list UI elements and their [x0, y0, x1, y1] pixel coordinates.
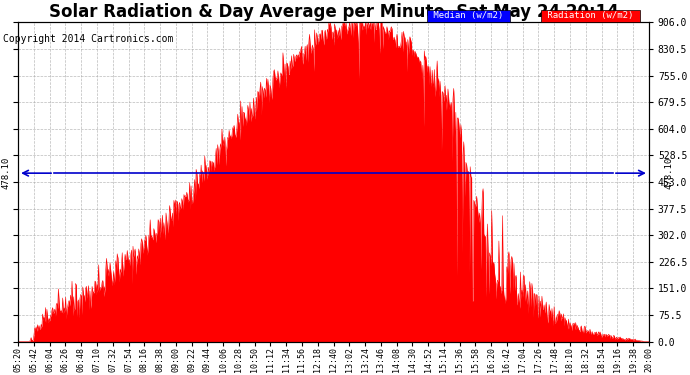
Text: Median (w/m2): Median (w/m2) [428, 12, 509, 21]
Text: 478.10: 478.10 [664, 157, 673, 189]
Text: Radiation (w/m2): Radiation (w/m2) [542, 12, 639, 21]
Title: Solar Radiation & Day Average per Minute  Sat May 24 20:14: Solar Radiation & Day Average per Minute… [48, 3, 618, 21]
Text: 478.10: 478.10 [1, 157, 10, 189]
Text: Copyright 2014 Cartronics.com: Copyright 2014 Cartronics.com [3, 34, 174, 44]
